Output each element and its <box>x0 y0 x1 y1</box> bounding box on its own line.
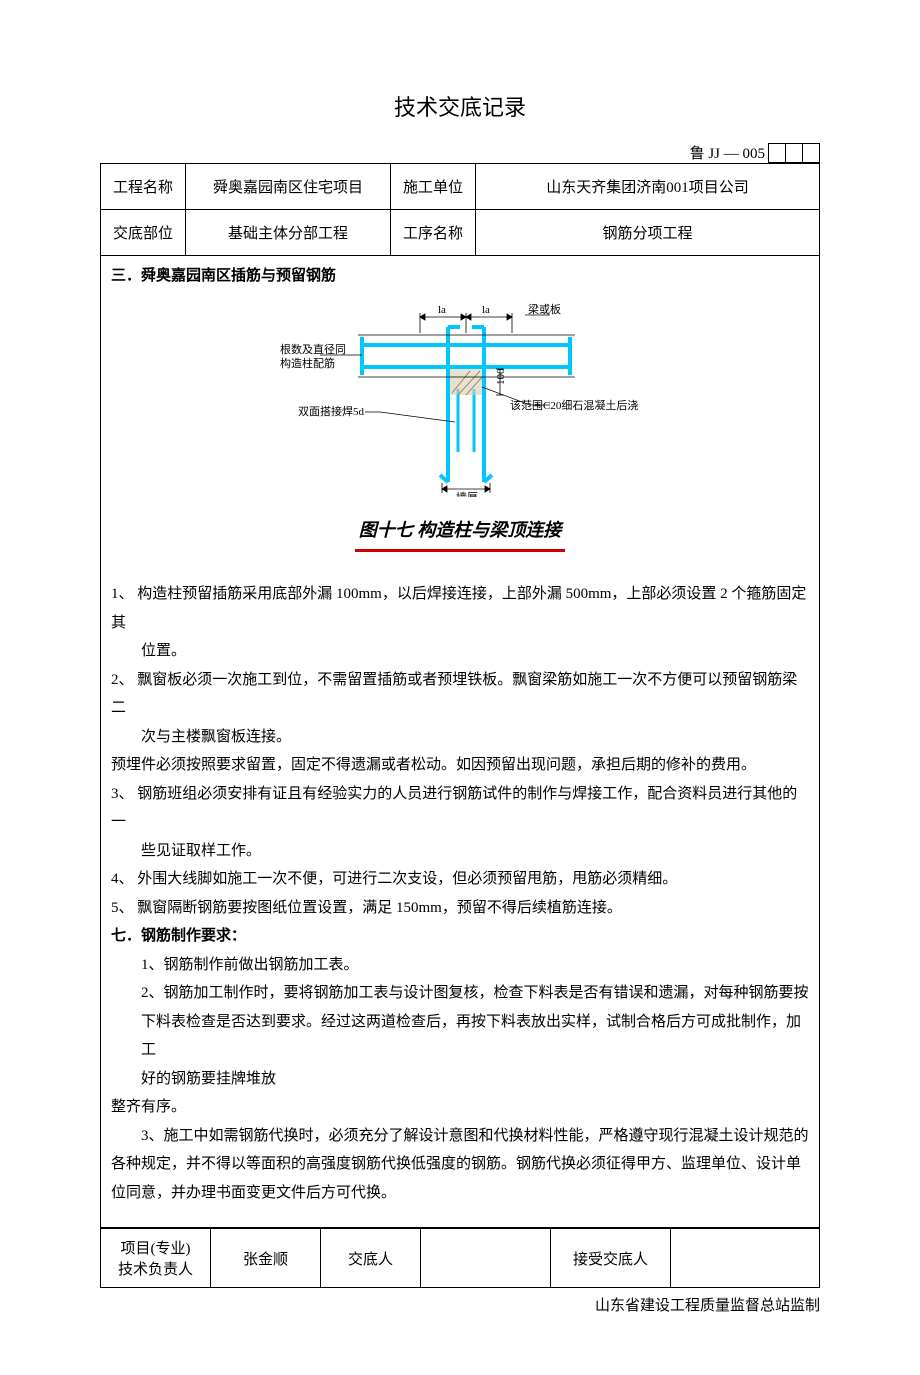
item-7-2b: 下料表检查是否达到要求。经过这两道检查后，再按下料表放出实样，试制合格后方可成批… <box>111 1008 809 1065</box>
code-box-1 <box>768 143 786 163</box>
diagram-wrap: la la 梁或板 根数及直径同 构造柱配筋 双面搭接焊5d 该范围C20细石混… <box>111 297 809 508</box>
sign-val-tech-lead: 张金顺 <box>211 1229 321 1288</box>
rebar-diagram: la la 梁或板 根数及直径同 构造柱配筋 双面搭接焊5d 该范围C20细石混… <box>270 297 650 497</box>
ann-thick: 墙厚 <box>456 490 478 497</box>
ann-weld: 双面搭接焊5d <box>298 404 364 418</box>
item-7-1: 1、钢筋制作前做出钢筋加工表。 <box>111 951 809 980</box>
item-7-3b: 各种规定，并不得以等面积的高强度钢筋代换低强度的钢筋。钢筋代换必须征得甲方、监理… <box>111 1150 809 1179</box>
content-box: 三．舜奥嘉园南区插筋与预留钢筋 <box>100 256 820 1228</box>
val-part: 基础主体分部工程 <box>186 210 391 256</box>
val-process: 钢筋分项工程 <box>476 210 820 256</box>
body-text: 1、 构造柱预留插筋采用底部外漏 100mm，以后焊接连接，上部外漏 500mm… <box>111 580 809 1207</box>
header-table: 工程名称 舜奥嘉园南区住宅项目 施工单位 山东天齐集团济南001项目公司 交底部… <box>100 163 820 256</box>
neat-line: 整齐有序。 <box>111 1093 809 1122</box>
ann-beam-or-slab: 梁或板 <box>528 302 561 316</box>
signature-row: 项目(专业) 技术负责人 张金顺 交底人 接受交底人 <box>101 1229 820 1288</box>
ann-left-2: 构造柱配筋 <box>280 356 335 370</box>
code-box-2 <box>785 143 803 163</box>
item-3-b: 些见证取样工作。 <box>111 837 809 866</box>
item-5: 5、 飘窗隔断钢筋要按图纸位置设置，满足 150mm，预留不得后续植筋连接。 <box>111 894 809 923</box>
lbl-part: 交底部位 <box>101 210 186 256</box>
lbl-process: 工序名称 <box>391 210 476 256</box>
doc-code: 鲁 JJ — 005 <box>690 142 769 163</box>
dim-la1: la <box>438 304 446 316</box>
sign-lbl-disclose: 交底人 <box>321 1229 421 1288</box>
header-row-2: 交底部位 基础主体分部工程 工序名称 钢筋分项工程 <box>101 210 820 256</box>
lbl-project-name: 工程名称 <box>101 164 186 210</box>
item-1-b: 位置。 <box>111 637 809 666</box>
sign-val-disclose <box>421 1229 551 1288</box>
section-7-title: 七．钢筋制作要求： <box>111 922 809 951</box>
item-7-3c: 位同意，并办理书面变更文件后方可代换。 <box>111 1179 809 1208</box>
sign-lbl-tech-lead: 项目(专业) 技术负责人 <box>101 1229 211 1288</box>
item-2-b: 次与主楼飘窗板连接。 <box>111 723 809 752</box>
figure-caption: 图十七 构造柱与梁顶连接 <box>355 513 566 552</box>
code-box-3 <box>802 143 820 163</box>
val-project-name: 舜奥嘉园南区住宅项目 <box>186 164 391 210</box>
embed-note: 预埋件必须按照要求留置，固定不得遗漏或者松动。如因预留出现问题，承担后期的修补的… <box>111 751 809 780</box>
item-4: 4、 外围大线脚如施工一次不便，可进行二次支设，但必须预留甩筋，甩筋必须精细。 <box>111 865 809 894</box>
dim-la2: la <box>482 304 490 316</box>
footer-note: 山东省建设工程质量监督总站监制 <box>100 1294 820 1315</box>
dim-100: 100 <box>495 368 507 385</box>
lbl-contractor: 施工单位 <box>391 164 476 210</box>
sign-lbl-receive: 接受交底人 <box>551 1229 671 1288</box>
header-row-1: 工程名称 舜奥嘉园南区住宅项目 施工单位 山东天齐集团济南001项目公司 <box>101 164 820 210</box>
item-2-a: 2、 飘窗板必须一次施工到位，不需留置插筋或者预埋铁板。飘窗梁筋如施工一次不方便… <box>111 666 809 723</box>
item-1-a: 1、 构造柱预留插筋采用底部外漏 100mm，以后焊接连接，上部外漏 500mm… <box>111 580 809 637</box>
doc-code-row: 鲁 JJ — 005 <box>100 142 820 163</box>
item-7-2a: 2、钢筋加工制作时，要将钢筋加工表与设计图复核，检查下料表是否有错误和遗漏，对每… <box>111 979 809 1008</box>
item-7-2c: 好的钢筋要挂牌堆放 <box>111 1065 809 1094</box>
item-7-3a: 3、施工中如需钢筋代换时，必须充分了解设计意图和代换材料性能，严格遵守现行混凝土… <box>111 1122 809 1151</box>
signature-table: 项目(专业) 技术负责人 张金顺 交底人 接受交底人 <box>100 1228 820 1288</box>
sign-val-receive <box>671 1229 820 1288</box>
item-3-a: 3、 钢筋班组必须安排有证且有经验实力的人员进行钢筋试件的制作与焊接工作，配合资… <box>111 780 809 837</box>
val-contractor: 山东天齐集团济南001项目公司 <box>476 164 820 210</box>
section-3-title: 三．舜奥嘉园南区插筋与预留钢筋 <box>111 262 809 291</box>
ann-left-1: 根数及直径同 <box>280 342 346 356</box>
page-title: 技术交底记录 <box>100 90 820 122</box>
ann-right: 该范围C20细石混凝土后浇 <box>510 398 638 412</box>
